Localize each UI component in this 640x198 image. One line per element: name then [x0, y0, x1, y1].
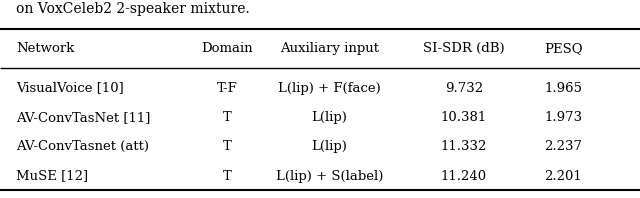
- Text: MuSE [12]: MuSE [12]: [16, 169, 88, 183]
- Text: T-F: T-F: [217, 82, 237, 95]
- Text: 1.965: 1.965: [544, 82, 582, 95]
- Text: 2.201: 2.201: [545, 169, 582, 183]
- Text: L(lip) + F(face): L(lip) + F(face): [278, 82, 381, 95]
- Text: 9.732: 9.732: [445, 82, 483, 95]
- Text: VisualVoice [10]: VisualVoice [10]: [16, 82, 124, 95]
- Text: on VoxCeleb2 2-speaker mixture.: on VoxCeleb2 2-speaker mixture.: [16, 2, 250, 16]
- Text: 11.240: 11.240: [441, 169, 487, 183]
- Text: 1.973: 1.973: [544, 111, 582, 124]
- Text: Domain: Domain: [202, 42, 253, 55]
- Text: SI-SDR (dB): SI-SDR (dB): [423, 42, 505, 55]
- Text: L(lip): L(lip): [312, 140, 348, 153]
- Text: T: T: [223, 169, 232, 183]
- Text: 2.237: 2.237: [544, 140, 582, 153]
- Text: 11.332: 11.332: [441, 140, 487, 153]
- Text: T: T: [223, 111, 232, 124]
- Text: AV-ConvTasNet [11]: AV-ConvTasNet [11]: [16, 111, 150, 124]
- Text: AV-ConvTasnet (att): AV-ConvTasnet (att): [16, 140, 149, 153]
- Text: T: T: [223, 140, 232, 153]
- Text: PESQ: PESQ: [544, 42, 582, 55]
- Text: L(lip) + S(label): L(lip) + S(label): [276, 169, 383, 183]
- Text: Auxiliary input: Auxiliary input: [280, 42, 379, 55]
- Text: L(lip): L(lip): [312, 111, 348, 124]
- Text: 10.381: 10.381: [441, 111, 487, 124]
- Text: Network: Network: [16, 42, 74, 55]
